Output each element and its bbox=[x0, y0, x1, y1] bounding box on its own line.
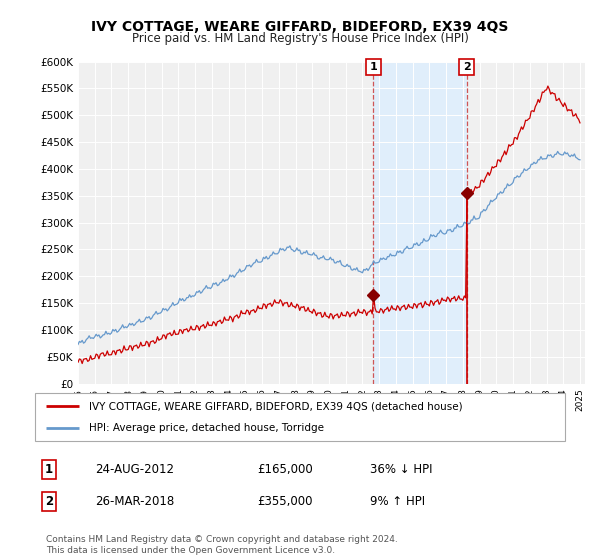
Text: Contains HM Land Registry data © Crown copyright and database right 2024.
This d: Contains HM Land Registry data © Crown c… bbox=[46, 535, 398, 554]
Text: 9% ↑ HPI: 9% ↑ HPI bbox=[370, 494, 425, 508]
Text: 2: 2 bbox=[45, 494, 53, 508]
Text: 24-AUG-2012: 24-AUG-2012 bbox=[95, 463, 174, 476]
Text: 1: 1 bbox=[45, 463, 53, 476]
Text: £355,000: £355,000 bbox=[257, 494, 312, 508]
Text: Price paid vs. HM Land Registry's House Price Index (HPI): Price paid vs. HM Land Registry's House … bbox=[131, 32, 469, 45]
Text: IVY COTTAGE, WEARE GIFFARD, BIDEFORD, EX39 4QS (detached house): IVY COTTAGE, WEARE GIFFARD, BIDEFORD, EX… bbox=[89, 401, 463, 411]
Bar bbox=[373, 62, 467, 384]
Text: HPI: Average price, detached house, Torridge: HPI: Average price, detached house, Torr… bbox=[89, 423, 325, 433]
Text: 1: 1 bbox=[370, 62, 377, 72]
Text: 36% ↓ HPI: 36% ↓ HPI bbox=[370, 463, 433, 476]
Text: 2: 2 bbox=[463, 62, 470, 72]
Text: £165,000: £165,000 bbox=[257, 463, 313, 476]
Text: 26-MAR-2018: 26-MAR-2018 bbox=[95, 494, 174, 508]
Text: IVY COTTAGE, WEARE GIFFARD, BIDEFORD, EX39 4QS: IVY COTTAGE, WEARE GIFFARD, BIDEFORD, EX… bbox=[91, 20, 509, 34]
FancyBboxPatch shape bbox=[35, 393, 565, 441]
